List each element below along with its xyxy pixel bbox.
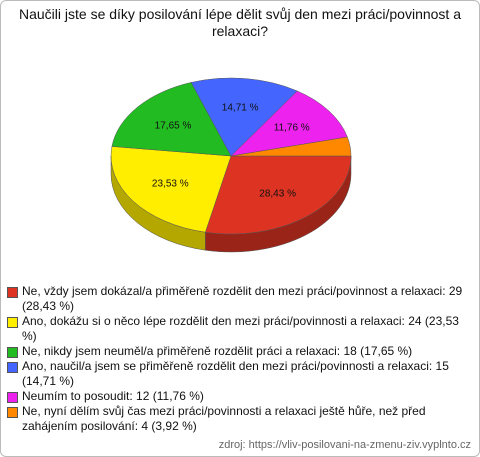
- value-label: 17,65 %: [155, 120, 192, 131]
- chart-title: Naučili jste se díky posilování lépe děl…: [18, 6, 461, 39]
- legend-item: Ne, nikdy jsem neuměl/a přiměřeně rozděl…: [7, 344, 473, 359]
- legend-item: Neumím to posoudit: 12 (11,76 %): [7, 389, 473, 404]
- legend-swatch: [7, 362, 18, 373]
- legend-swatch: [7, 392, 18, 403]
- legend-label: Ano, naučil/a jsem se přiměřeně rozdělit…: [22, 359, 449, 388]
- legend-item: Ano, dokážu si o něco lépe rozdělit den …: [7, 314, 473, 344]
- legend: Ne, vždy jsem dokázal/a přiměřeně rozděl…: [7, 284, 473, 434]
- legend-swatch: [7, 317, 18, 328]
- pie: 28,43 % 23,53 % 17,65 % 14,71 % 11,76 %: [110, 77, 352, 253]
- value-label: 28,43 %: [259, 188, 296, 199]
- legend-swatch: [7, 347, 18, 358]
- legend-label: Ne, nikdy jsem neuměl/a přiměřeně rozděl…: [22, 344, 413, 358]
- source: zdroj: https://vliv-posilovani-na-zmenu-…: [218, 439, 471, 451]
- legend-label: Neumím to posoudit: 12 (11,76 %): [22, 389, 204, 403]
- legend-item: Ne, vždy jsem dokázal/a přiměřeně rozděl…: [7, 284, 473, 314]
- legend-label: Ano, dokážu si o něco lépe rozdělit den …: [22, 314, 459, 343]
- slice: [205, 155, 352, 235]
- slice: [230, 90, 348, 157]
- slice: [230, 136, 352, 157]
- slice: [190, 77, 298, 157]
- legend-label: Ne, nyní dělím svůj čas mezi práci/povin…: [22, 404, 426, 433]
- value-label: 11,76 %: [274, 123, 310, 134]
- value-label: 14,71 %: [222, 103, 259, 114]
- slice: [110, 146, 232, 233]
- legend-item: Ano, naučil/a jsem se přiměřeně rozdělit…: [7, 359, 473, 389]
- value-label: 23,53 %: [152, 179, 189, 190]
- legend-label: Ne, vždy jsem dokázal/a přiměřeně rozděl…: [22, 284, 463, 313]
- legend-swatch: [7, 287, 18, 298]
- slice: [111, 82, 232, 157]
- legend-swatch: [7, 407, 18, 418]
- legend-item: Ne, nyní dělím svůj čas mezi práci/povin…: [7, 404, 473, 434]
